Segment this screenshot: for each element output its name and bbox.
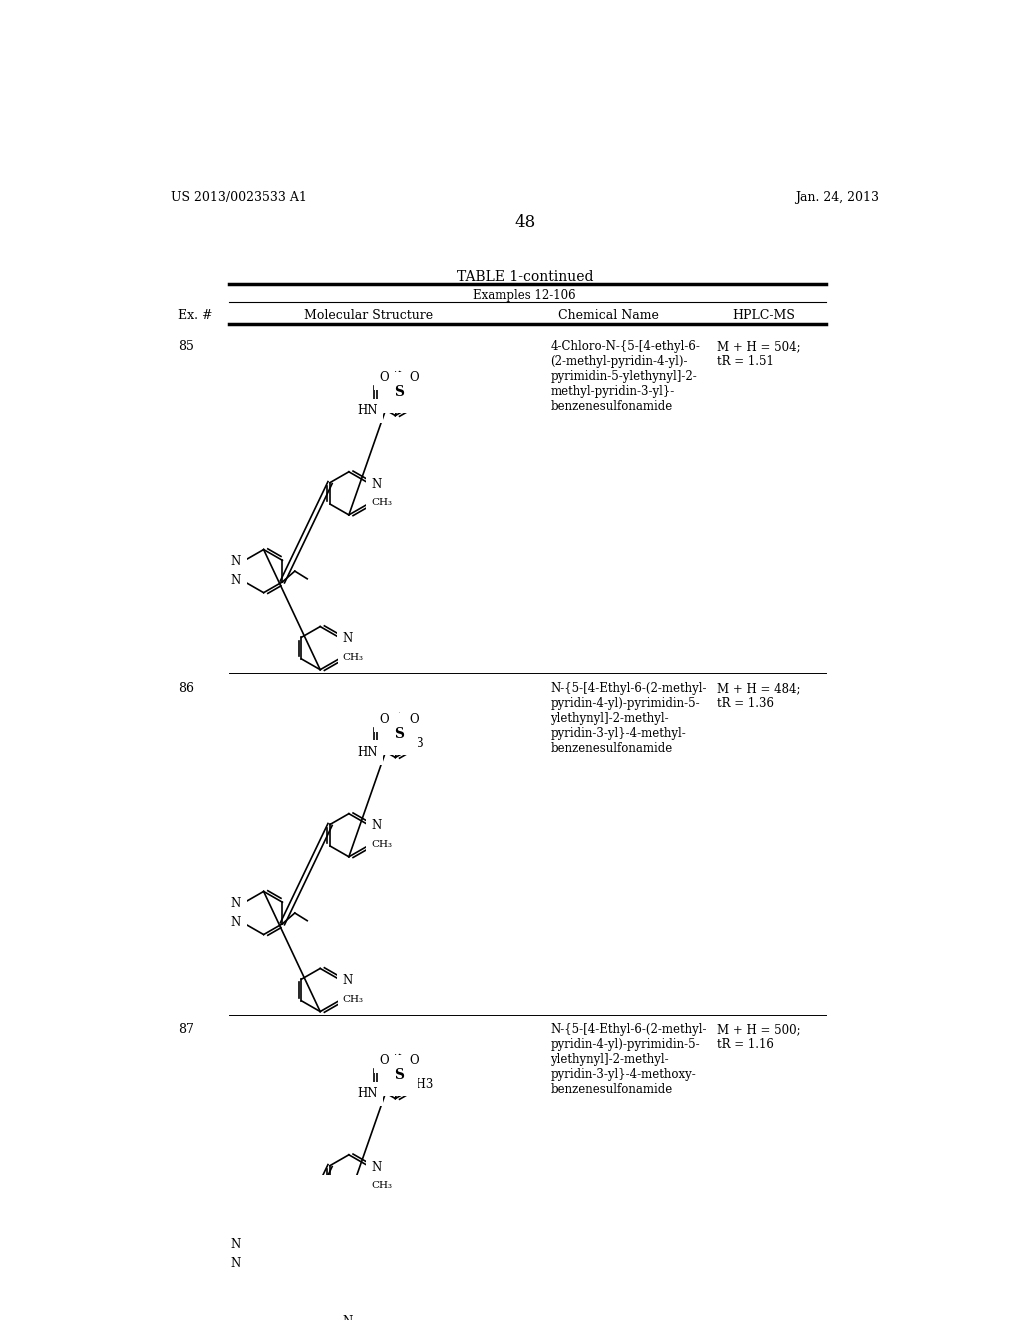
Text: O: O: [380, 371, 389, 384]
Text: Ex. #: Ex. #: [178, 309, 213, 322]
Text: O: O: [410, 371, 419, 384]
Text: N-{5-[4-Ethyl-6-(2-methyl-
pyridin-4-yl)-pyrimidin-5-
ylethynyl]-2-methyl-
pyrid: N-{5-[4-Ethyl-6-(2-methyl- pyridin-4-yl)…: [550, 682, 707, 755]
Text: Chemical Name: Chemical Name: [558, 309, 658, 322]
Text: N: N: [343, 632, 353, 645]
Text: 48: 48: [514, 214, 536, 231]
Text: HN: HN: [357, 404, 378, 417]
Text: CH₃: CH₃: [372, 1181, 392, 1191]
Text: CH₃: CH₃: [372, 498, 392, 507]
Text: N: N: [343, 1315, 353, 1320]
Text: Cl: Cl: [397, 395, 411, 408]
Text: 86: 86: [178, 682, 195, 696]
Text: S: S: [394, 727, 404, 742]
Text: N: N: [230, 1238, 241, 1251]
Text: S: S: [394, 385, 404, 400]
Text: M + H = 500;
tR = 1.16: M + H = 500; tR = 1.16: [717, 1023, 801, 1051]
Text: CH₃: CH₃: [372, 840, 392, 849]
Text: N: N: [372, 478, 382, 491]
Text: O: O: [380, 713, 389, 726]
Text: Molecular Structure: Molecular Structure: [304, 309, 433, 322]
Text: Jan. 24, 2013: Jan. 24, 2013: [795, 190, 879, 203]
Text: N: N: [230, 574, 241, 587]
Text: CH₃: CH₃: [343, 653, 364, 661]
Text: CH3: CH3: [397, 737, 425, 750]
Text: TABLE 1-continued: TABLE 1-continued: [457, 271, 593, 284]
Text: O: O: [380, 1055, 389, 1068]
Text: N: N: [230, 556, 241, 569]
Text: 85: 85: [178, 341, 195, 354]
Text: Examples 12-106: Examples 12-106: [473, 289, 577, 302]
Text: OCH3: OCH3: [397, 1078, 434, 1090]
Text: 87: 87: [178, 1023, 195, 1036]
Text: N: N: [230, 1257, 241, 1270]
Text: N-{5-[4-Ethyl-6-(2-methyl-
pyridin-4-yl)-pyrimidin-5-
ylethynyl]-2-methyl-
pyrid: N-{5-[4-Ethyl-6-(2-methyl- pyridin-4-yl)…: [550, 1023, 707, 1096]
Text: CH₃: CH₃: [343, 995, 364, 1003]
Text: N: N: [230, 916, 241, 929]
Text: M + H = 504;
tR = 1.51: M + H = 504; tR = 1.51: [717, 341, 801, 368]
Text: S: S: [394, 1068, 404, 1082]
Text: N: N: [372, 1160, 382, 1173]
Text: N: N: [230, 898, 241, 911]
Text: O: O: [410, 713, 419, 726]
Text: 4-Chloro-N-{5-[4-ethyl-6-
(2-methyl-pyridin-4-yl)-
pyrimidin-5-ylethynyl]-2-
met: 4-Chloro-N-{5-[4-ethyl-6- (2-methyl-pyri…: [550, 341, 700, 413]
Text: HN: HN: [357, 746, 378, 759]
Text: US 2013/0023533 A1: US 2013/0023533 A1: [171, 190, 306, 203]
Text: HN: HN: [357, 1088, 378, 1101]
Text: HPLC-MS: HPLC-MS: [732, 309, 795, 322]
Text: N: N: [343, 974, 353, 987]
Text: O: O: [410, 1055, 419, 1068]
Text: N: N: [372, 820, 382, 833]
Text: M + H = 484;
tR = 1.36: M + H = 484; tR = 1.36: [717, 682, 801, 710]
